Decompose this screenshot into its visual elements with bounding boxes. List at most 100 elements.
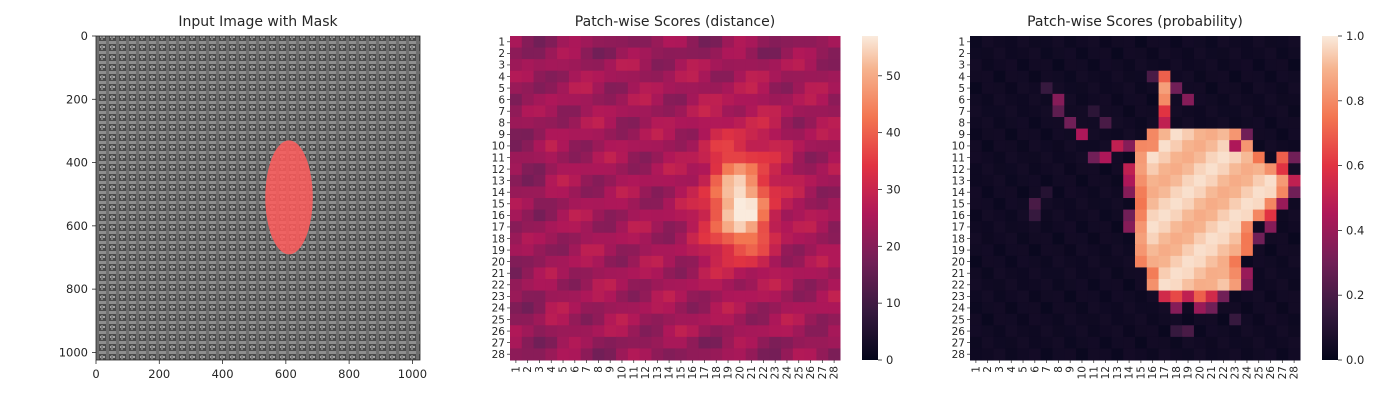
heatmap-cell xyxy=(1182,163,1195,176)
heatmap-cell xyxy=(757,267,770,280)
y-tick-label: 20 xyxy=(492,256,505,268)
heatmap-cell xyxy=(510,325,523,338)
heatmap-cell xyxy=(1241,151,1254,164)
heatmap-cell xyxy=(604,255,617,268)
heatmap-cell xyxy=(1005,255,1018,268)
heatmap-cell xyxy=(521,186,535,199)
heatmap-cell xyxy=(1264,348,1277,361)
heatmap-cell xyxy=(733,59,747,72)
heatmap-cell xyxy=(769,36,782,49)
heatmap-cell xyxy=(616,221,629,234)
x-tick-label: 9 xyxy=(605,366,617,373)
heatmap-cell xyxy=(1288,267,1301,280)
heatmap-cell xyxy=(1064,47,1077,60)
heatmap-cell xyxy=(1111,232,1124,245)
heatmap-cell xyxy=(604,302,617,315)
heatmap-cell xyxy=(722,267,735,280)
x-tick-label: 4 xyxy=(1006,366,1018,373)
heatmap-cell xyxy=(722,244,735,257)
heatmap-cell xyxy=(781,198,794,211)
heatmap-cell xyxy=(981,140,995,153)
heatmap-cell xyxy=(1182,244,1195,257)
heatmap-cell xyxy=(1064,232,1077,245)
heatmap-cell xyxy=(769,174,782,187)
heatmap-cell xyxy=(592,221,605,234)
heatmap-cell xyxy=(970,174,983,187)
heatmap-cell xyxy=(970,47,983,60)
y-tick-label: 800 xyxy=(66,282,88,296)
panel-distance-heatmap: Patch-wise Scores (distance) 1 2 3 4 5 6 7 8 9 10… xyxy=(492,14,901,379)
heatmap-cell xyxy=(592,151,605,164)
heatmap-cell xyxy=(710,128,723,141)
heatmap-cell xyxy=(1005,128,1018,141)
heatmap-cell xyxy=(568,128,582,141)
heatmap-cell xyxy=(804,70,817,83)
heatmap-cell xyxy=(1052,105,1065,118)
heatmap-cell xyxy=(769,209,782,222)
y-tick-label: 23 xyxy=(952,291,965,303)
heatmap-cell xyxy=(580,313,593,326)
heatmap-cell xyxy=(1146,128,1160,141)
heatmap-cell xyxy=(1111,209,1124,222)
heatmap-cell xyxy=(686,313,700,326)
heatmap-cell xyxy=(769,186,782,199)
heatmap-cell xyxy=(1135,151,1148,164)
heatmap-cell xyxy=(1076,336,1089,349)
heatmap-cell xyxy=(781,47,794,60)
heatmap-cell xyxy=(733,255,747,268)
heatmap-cell xyxy=(710,209,723,222)
heatmap-cell xyxy=(1123,255,1136,268)
heatmap-cell xyxy=(722,128,735,141)
heatmap-cell xyxy=(675,47,688,60)
heatmap-cell xyxy=(722,117,735,130)
heatmap-cell xyxy=(1017,325,1030,338)
heatmap-cell xyxy=(710,232,723,245)
heatmap-cell xyxy=(1099,70,1112,83)
heatmap-cell xyxy=(1123,279,1136,292)
heatmap-cell xyxy=(970,313,983,326)
heatmap-cell xyxy=(580,244,593,257)
heatmap-cell xyxy=(627,255,641,268)
heatmap-cell xyxy=(698,70,711,83)
heatmap-cell xyxy=(757,209,770,222)
heatmap-cell xyxy=(510,47,523,60)
heatmap-cell xyxy=(1276,313,1289,326)
heatmap-cell xyxy=(675,70,688,83)
heatmap-cell xyxy=(1052,93,1065,106)
heatmap-cell xyxy=(557,232,570,245)
heatmap-cell xyxy=(698,325,711,338)
y-tick-label: 13 xyxy=(492,175,505,187)
heatmap-probability-cells xyxy=(970,36,1301,361)
heatmap-cell xyxy=(675,59,688,72)
heatmap-cell xyxy=(769,70,782,83)
heatmap-cell xyxy=(616,336,629,349)
heatmap-cell xyxy=(722,325,735,338)
heatmap-distance-x-ticks: 1 2 3 4 5 6 7 8 9 10 11 12 13 14 15 16 17 18 19 20 21 22 23 24 2… xyxy=(510,360,841,379)
heatmap-cell xyxy=(1064,348,1077,361)
heatmap-cell xyxy=(1064,36,1077,49)
heatmap-cell xyxy=(521,36,535,49)
heatmap-cell xyxy=(1217,174,1230,187)
heatmap-cell xyxy=(686,279,700,292)
y-tick-label: 10 xyxy=(952,141,965,153)
heatmap-cell xyxy=(592,244,605,257)
heatmap-cell xyxy=(1040,140,1053,153)
heatmap-cell xyxy=(1182,325,1195,338)
heatmap-cell xyxy=(804,128,817,141)
heatmap-cell xyxy=(1229,255,1242,268)
heatmap-cell xyxy=(1040,70,1053,83)
heatmap-cell xyxy=(533,163,546,176)
heatmap-cell xyxy=(1052,302,1065,315)
heatmap-cell xyxy=(757,151,770,164)
heatmap-cell xyxy=(1193,117,1207,130)
heatmap-cell xyxy=(1264,313,1277,326)
heatmap-cell xyxy=(1028,163,1042,176)
panel3-title: Patch-wise Scores (probability) xyxy=(1027,14,1243,30)
heatmap-cell xyxy=(1111,348,1124,361)
heatmap-cell xyxy=(1017,279,1030,292)
heatmap-cell xyxy=(1064,105,1077,118)
heatmap-cell xyxy=(545,128,558,141)
heatmap-cell xyxy=(781,82,794,95)
heatmap-probability-y-ticks: 1234567891011121314151617181920212223242… xyxy=(952,37,970,361)
x-tick-label: 800 xyxy=(338,367,360,381)
